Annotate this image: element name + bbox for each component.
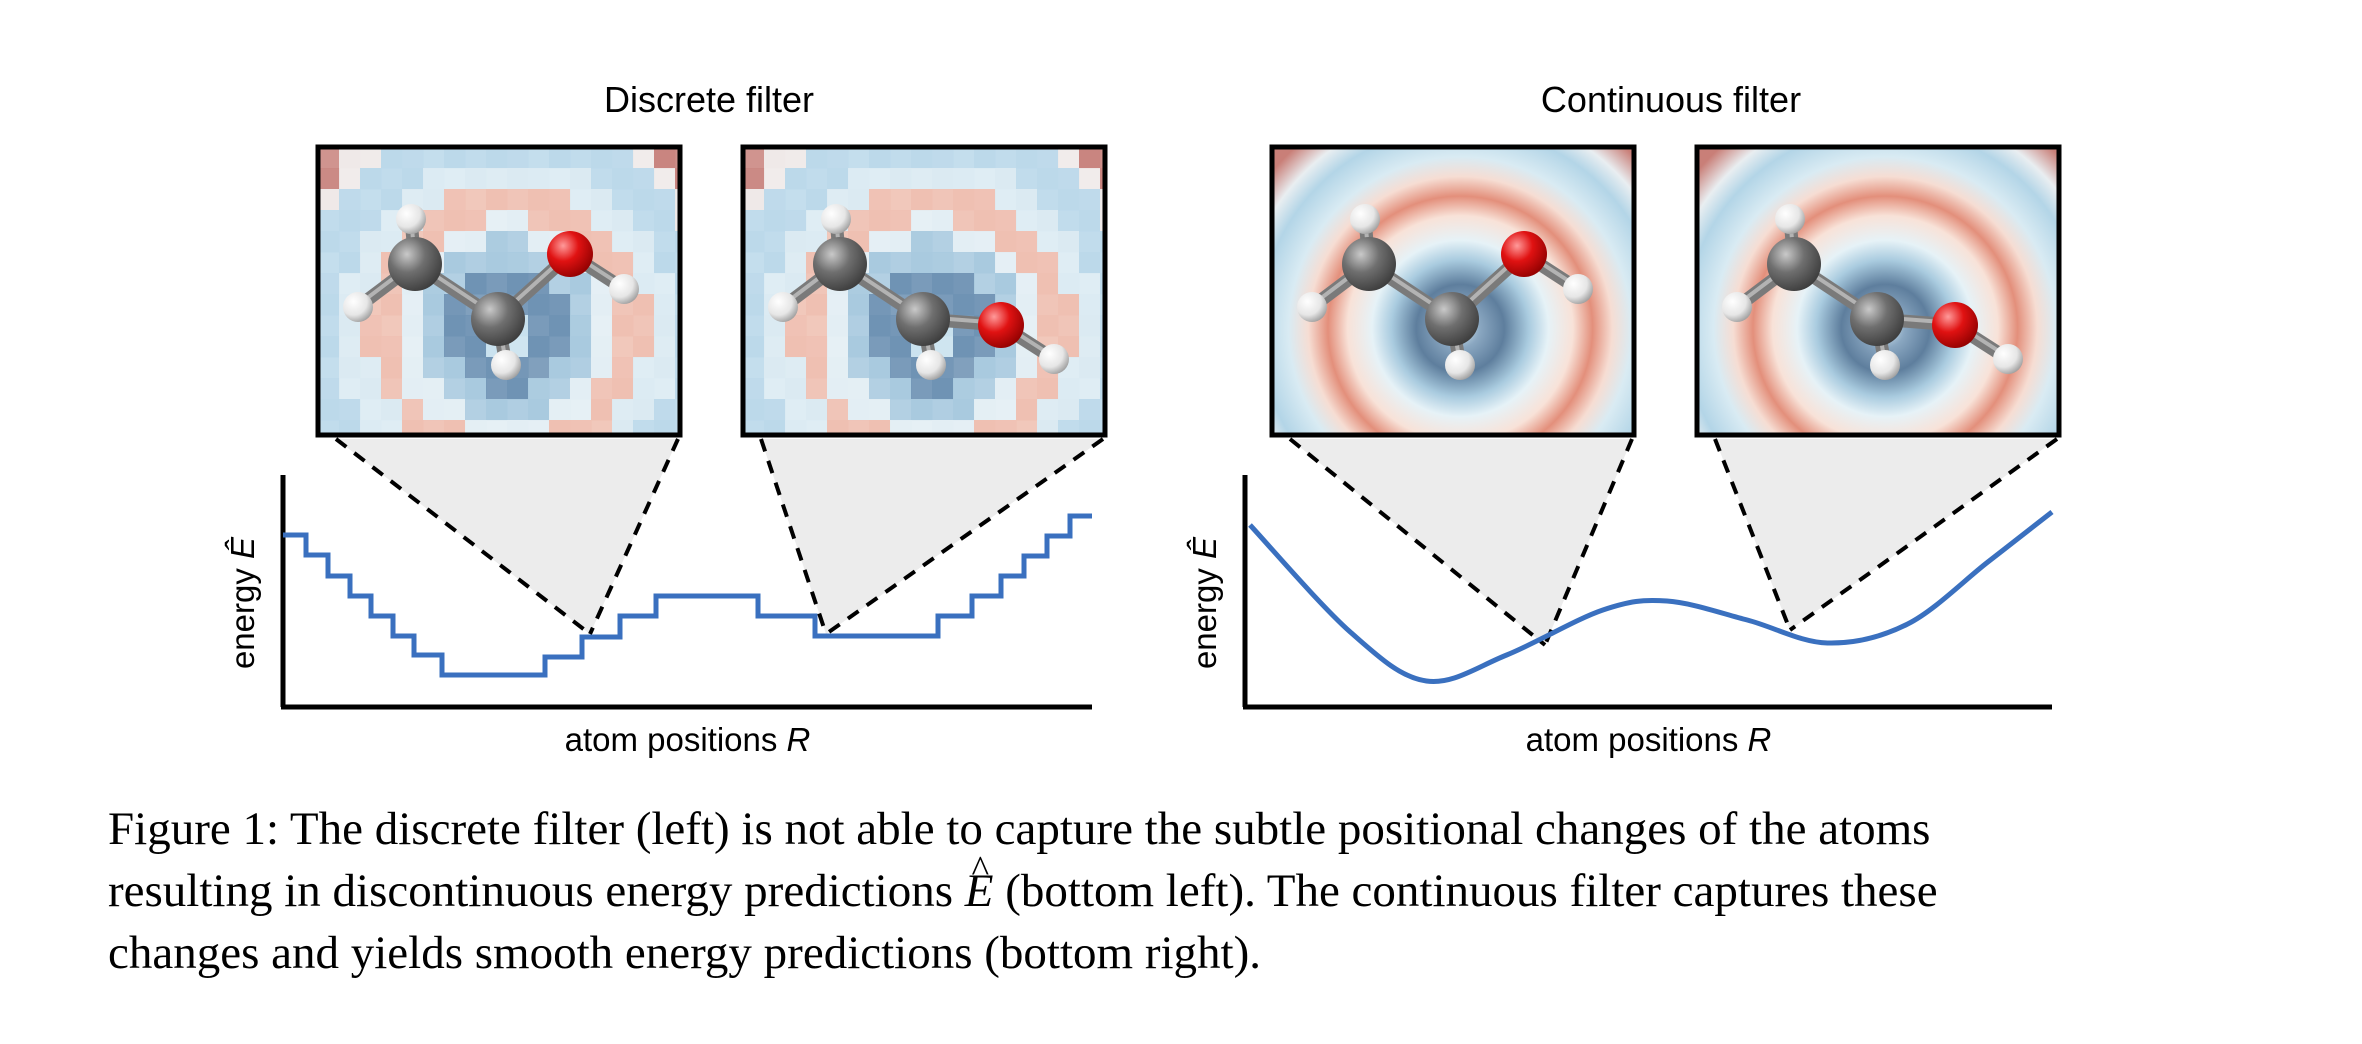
y-axis-label-symbol: Ê <box>1186 536 1223 559</box>
caption-energy-symbol: E <box>965 840 994 922</box>
caption-line-2: resulting in discontinuous energy predic… <box>108 840 2268 922</box>
ethanol-molecule <box>1297 204 1593 380</box>
oxygen-atom <box>1501 231 1547 277</box>
caption-line-1: Figure 1: The discrete filter (left) is … <box>108 803 1931 855</box>
filter-frame-4 <box>1694 144 2062 438</box>
x-axis-label-2: atom positions R <box>1449 722 1849 758</box>
plot-axes-2 <box>1242 475 2052 710</box>
y-axis-label-2: energy Ê <box>1186 493 1223 713</box>
carbon-atom <box>896 292 950 346</box>
y-axis-label-symbol: Ê <box>224 536 261 559</box>
continuous-filter-title: Continuous filter <box>1540 79 1802 120</box>
oxygen-atom <box>1932 302 1978 348</box>
hydrogen-atom <box>1993 344 2023 374</box>
caption-line-3: changes and yields smooth energy predict… <box>108 927 1262 979</box>
carbon-atom <box>1850 292 1904 346</box>
energy-plots <box>280 437 2059 710</box>
zoom-region <box>761 439 1103 634</box>
zoom-region <box>1290 439 1632 645</box>
carbon-atom <box>1425 292 1479 346</box>
zoom-line-left <box>1288 437 1547 647</box>
filter-images <box>315 144 2062 438</box>
filter-frame-2 <box>740 144 1108 438</box>
hydrogen-atom <box>1350 204 1380 234</box>
y-axis-label-text: energy <box>1186 568 1223 670</box>
figure-caption: Figure 1: The discrete filter (left) is … <box>108 798 2268 984</box>
filter-frame-3 <box>1269 144 1637 438</box>
hydrogen-atom <box>1563 274 1593 304</box>
x-axis-label-text: atom positions <box>1525 721 1739 758</box>
hydrogen-atom <box>1445 350 1475 380</box>
frame-border <box>740 144 1108 438</box>
caption-line-2-start: resulting in discontinuous energy predic… <box>108 865 965 917</box>
plot-axes-1 <box>280 475 1092 710</box>
frame-border <box>1694 144 2062 438</box>
oxygen-atom <box>547 231 593 277</box>
hydrogen-atom <box>768 292 798 322</box>
zoom-line-right <box>1543 438 1634 646</box>
hydrogen-atom <box>343 292 373 322</box>
hydrogen-atom <box>491 350 521 380</box>
zoom-cone-4 <box>1713 437 2059 632</box>
figure-1: Discrete filter Continuous filter <box>224 79 2062 758</box>
zoom-line-left <box>759 438 828 635</box>
carbon-atom <box>1342 237 1396 291</box>
ethanol-molecule <box>343 204 639 380</box>
hydrogen-atom <box>396 204 426 234</box>
x-axis-label-symbol: R <box>786 721 811 758</box>
zoom-cone-1 <box>334 437 680 636</box>
zoom-region <box>1715 439 2057 630</box>
oxygen-atom <box>978 302 1024 348</box>
x-axis-label-1: atom positions R <box>488 722 888 758</box>
zoom-line-right <box>588 438 680 635</box>
ethanol-molecule <box>1722 204 2023 380</box>
discrete-energy-curve <box>283 513 1092 678</box>
hydrogen-atom <box>1297 292 1327 322</box>
filter-frame-1 <box>315 144 683 438</box>
caption-line-2-end: (bottom left). The continuous filter cap… <box>993 865 1938 917</box>
hydrogen-atom <box>821 204 851 234</box>
zoom-line-left <box>1713 438 1792 631</box>
carbon-atom <box>813 237 867 291</box>
figure-graphics <box>280 144 2062 710</box>
x-axis-label-symbol: R <box>1747 721 1772 758</box>
hydrogen-atom <box>1870 350 1900 380</box>
zoom-line-right <box>824 437 1105 636</box>
frame-border <box>315 144 683 438</box>
carbon-atom <box>471 292 525 346</box>
continuous-energy-curve <box>1248 510 2054 685</box>
hydrogen-atom <box>916 350 946 380</box>
zoom-cone-2 <box>759 437 1105 636</box>
y-axis-label-text: energy <box>224 568 261 670</box>
hydrogen-atom <box>1722 292 1752 322</box>
zoom-line-right <box>1788 437 2059 632</box>
discrete-filter-title: Discrete filter <box>603 79 815 120</box>
hydrogen-atom <box>1775 204 1805 234</box>
y-axis-label-1: energy Ê <box>224 493 261 713</box>
x-axis-label-text: atom positions <box>564 721 778 758</box>
carbon-atom <box>388 237 442 291</box>
ethanol-molecule <box>768 204 1069 380</box>
zoom-region <box>336 439 678 634</box>
zoom-cone-3 <box>1288 437 1634 647</box>
hydrogen-atom <box>609 274 639 304</box>
hydrogen-atom <box>1039 344 1069 374</box>
frame-border <box>1269 144 1637 438</box>
zoom-line-left <box>334 437 592 636</box>
carbon-atom <box>1767 237 1821 291</box>
